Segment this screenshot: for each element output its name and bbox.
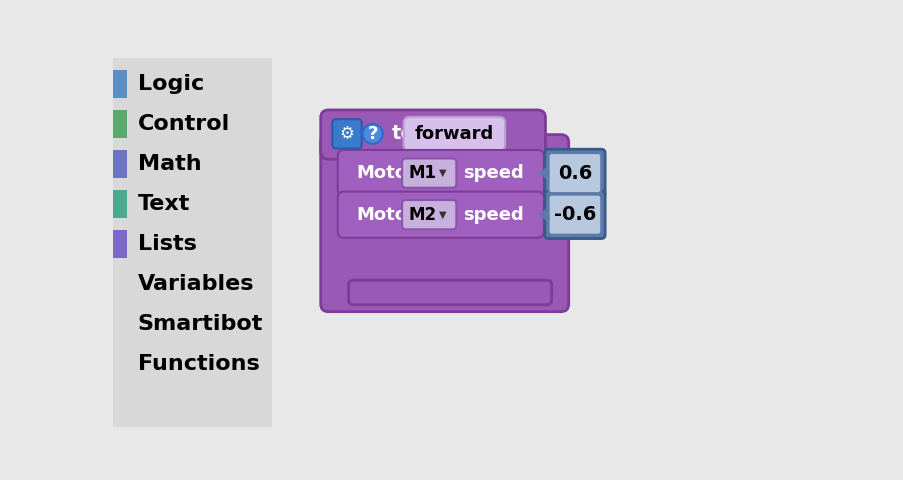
Text: Lists: Lists (137, 234, 197, 254)
FancyBboxPatch shape (113, 70, 126, 97)
Text: speed: speed (463, 205, 524, 224)
Text: Variables: Variables (137, 274, 254, 294)
FancyBboxPatch shape (548, 153, 600, 193)
Text: Text: Text (137, 194, 190, 214)
FancyBboxPatch shape (332, 119, 361, 148)
FancyBboxPatch shape (545, 191, 604, 239)
Text: M1: M1 (408, 164, 436, 182)
Text: to: to (392, 124, 414, 144)
Text: 0.6: 0.6 (557, 164, 591, 182)
FancyBboxPatch shape (338, 192, 544, 238)
Text: Motor: Motor (356, 164, 415, 182)
FancyBboxPatch shape (548, 195, 600, 235)
FancyBboxPatch shape (113, 150, 126, 178)
FancyBboxPatch shape (113, 110, 126, 138)
Text: Control: Control (137, 114, 229, 134)
FancyBboxPatch shape (113, 190, 126, 218)
FancyBboxPatch shape (403, 117, 505, 151)
Text: speed: speed (463, 164, 524, 182)
FancyBboxPatch shape (402, 200, 456, 229)
Polygon shape (539, 166, 548, 180)
Text: Motor: Motor (356, 205, 415, 224)
Circle shape (362, 124, 382, 144)
Text: -0.6: -0.6 (554, 205, 595, 224)
Text: forward: forward (414, 125, 493, 143)
FancyBboxPatch shape (349, 280, 551, 305)
FancyBboxPatch shape (321, 110, 545, 159)
Text: M2: M2 (408, 205, 436, 224)
Text: ⚙: ⚙ (340, 125, 354, 143)
Text: Functions: Functions (137, 354, 259, 374)
Text: ▼: ▼ (439, 210, 446, 220)
FancyBboxPatch shape (338, 150, 544, 196)
Text: Logic: Logic (137, 74, 204, 94)
FancyBboxPatch shape (402, 158, 456, 188)
FancyBboxPatch shape (113, 58, 272, 427)
FancyBboxPatch shape (113, 230, 126, 258)
FancyBboxPatch shape (545, 149, 604, 197)
Polygon shape (539, 208, 548, 222)
Text: Math: Math (137, 154, 201, 174)
Text: ?: ? (367, 125, 377, 143)
Text: Smartibot: Smartibot (137, 314, 263, 334)
Text: ▼: ▼ (439, 168, 446, 178)
FancyBboxPatch shape (321, 134, 568, 312)
